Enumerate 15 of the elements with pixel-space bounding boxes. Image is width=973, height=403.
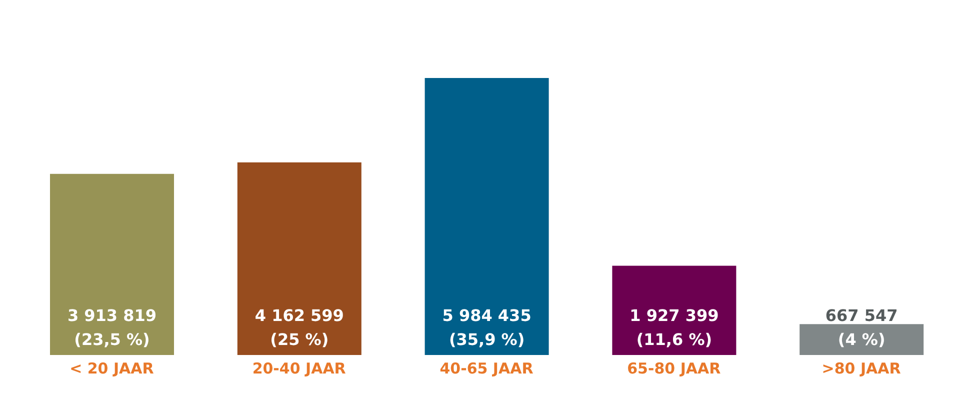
bar xyxy=(237,162,362,355)
bar xyxy=(612,266,736,355)
x-tick-label: >80 JAAR xyxy=(822,360,902,378)
x-tick-label: 65-80 JAAR xyxy=(627,360,722,378)
data-label: 5 984 435 (35,9 %) xyxy=(442,306,532,349)
data-label: 1 927 399 (11,6 %) xyxy=(630,306,719,349)
bar xyxy=(424,78,549,355)
data-label: 4 162 599 (25 %) xyxy=(254,306,344,349)
x-tick-label: < 20 JAAR xyxy=(70,360,154,378)
data-label: 667 547 (4 %) xyxy=(825,306,898,349)
bar xyxy=(50,174,174,355)
data-label: 3 913 819 (23,5 %) xyxy=(67,306,157,349)
x-tick-label: 20-40 JAAR xyxy=(252,360,346,378)
bar xyxy=(800,324,924,355)
x-tick-label: 40-65 JAAR xyxy=(440,360,534,378)
